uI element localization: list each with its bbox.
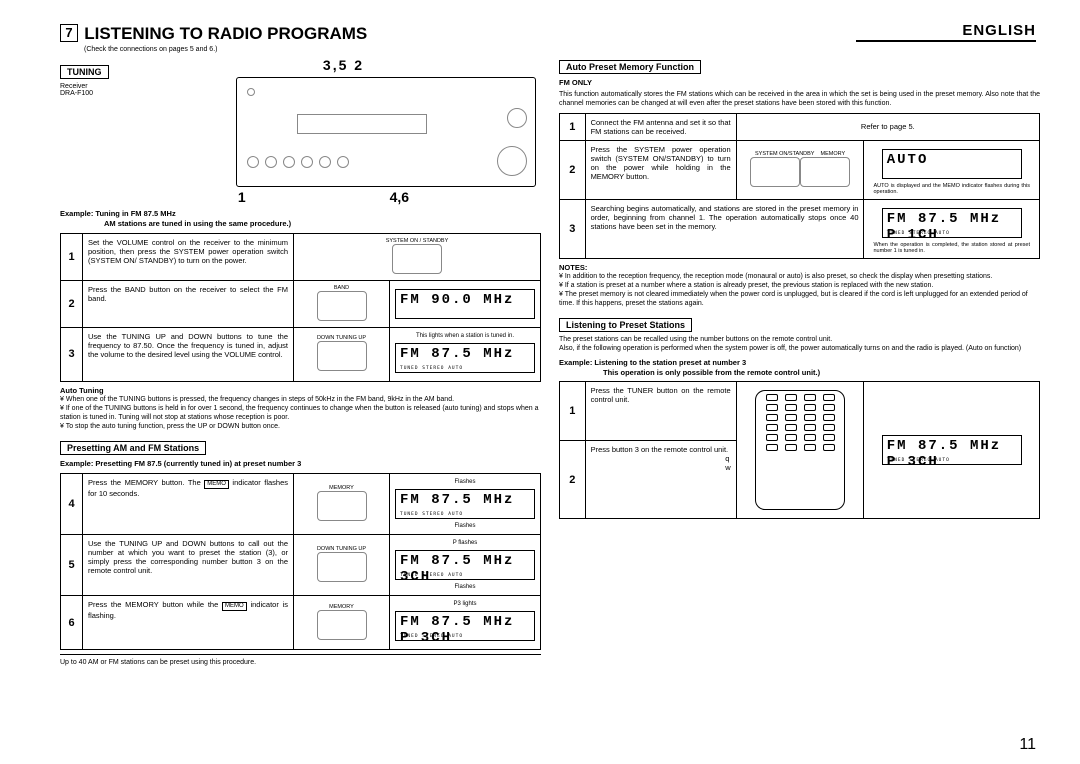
fm-only: FM ONLY xyxy=(559,78,1040,87)
callout-bottom-left: 1 xyxy=(238,189,246,205)
preset-steps-table: 4 Press the MEMORY button. The MEMO indi… xyxy=(60,473,541,650)
step-num: 1 xyxy=(61,233,83,280)
language-label: ENGLISH xyxy=(962,22,1036,39)
step-fig: SYSTEM ON / STANDBY xyxy=(294,233,541,280)
receiver-model: DRA-F100 xyxy=(60,90,146,97)
apm-steps-table: 1 Connect the FM antenna and set it so t… xyxy=(559,113,1040,259)
notes-header: NOTES: xyxy=(559,263,587,272)
section-check: (Check the connections on pages 5 and 6.… xyxy=(84,46,541,53)
example3-line2: This operation is only possible from the… xyxy=(603,368,1040,378)
language-rule xyxy=(856,40,1036,42)
auto-tuning-note: ¥ To stop the auto tuning function, pres… xyxy=(60,423,280,430)
tuning-tag: TUNING xyxy=(60,65,109,79)
preset-tag: Presetting AM and FM Stations xyxy=(60,441,206,455)
example3-line1: Example: Listening to the station preset… xyxy=(559,358,1040,368)
receiver-label: Receiver xyxy=(60,83,146,90)
tuning-steps-table: 1 Set the VOLUME control on the receiver… xyxy=(60,233,541,382)
right-column: Auto Preset Memory Function FM ONLY This… xyxy=(559,60,1040,668)
step-text: Set the VOLUME control on the receiver t… xyxy=(83,233,294,280)
section-number: 7 xyxy=(60,24,78,42)
apm-intro: This function automatically stores the F… xyxy=(559,91,1040,109)
callout-top: 3,5 2 xyxy=(146,57,541,73)
remote-diagram xyxy=(755,390,845,510)
example2: Example: Presetting FM 87.5 (currently t… xyxy=(60,459,541,469)
apm-tag: Auto Preset Memory Function xyxy=(559,60,701,74)
left-column: 7 LISTENING TO RADIO PROGRAMS (Check the… xyxy=(60,24,541,668)
callout-bottom-right: 4,6 xyxy=(390,189,409,205)
apm-note: ¥ In addition to the reception frequency… xyxy=(559,273,992,280)
auto-tuning-note: ¥ If one of the TUNING buttons is held i… xyxy=(60,405,539,421)
section-title: LISTENING TO RADIO PROGRAMS xyxy=(84,24,367,44)
example1-line2: AM stations are tuned in using the same … xyxy=(104,219,541,229)
preset-footnote: Up to 40 AM or FM stations can be preset… xyxy=(60,659,541,668)
example1-line1: Example: Tuning in FM 87.5 MHz xyxy=(60,209,541,219)
page-number: 11 xyxy=(1019,736,1036,754)
apm-note: ¥ The preset memory is not cleared immed… xyxy=(559,291,1028,307)
auto-tuning-note: ¥ When one of the TUNING buttons is pres… xyxy=(60,396,454,403)
auto-tuning-header: Auto Tuning xyxy=(60,386,104,395)
lps-intro: The preset stations can be recalled usin… xyxy=(559,336,1040,354)
receiver-diagram xyxy=(236,77,536,187)
lps-tag: Listening to Preset Stations xyxy=(559,318,692,332)
apm-note: ¥ If a station is preset at a number whe… xyxy=(559,282,933,289)
lps-steps-table: 1 Press the TUNER button on the remote c… xyxy=(559,381,1040,519)
